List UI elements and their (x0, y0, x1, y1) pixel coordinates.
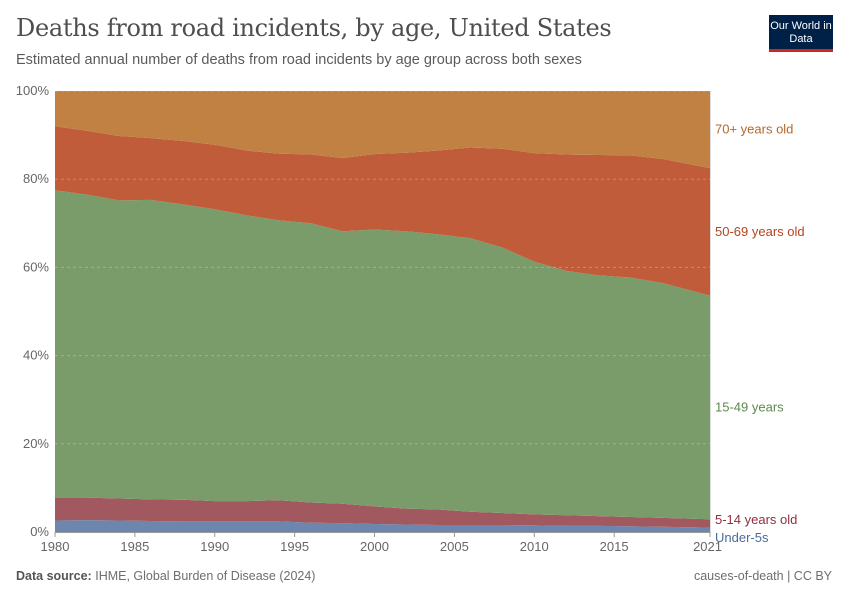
y-tick-label: 100% (16, 83, 50, 98)
x-tick-label: 2015 (600, 539, 629, 554)
data-source: Data source: IHME, Global Burden of Dise… (16, 569, 315, 583)
y-tick-label: 0% (30, 524, 49, 539)
series-label-50-69-years-old[interactable]: 50-69 years old (715, 224, 805, 239)
source-label: Data source: (16, 569, 92, 583)
series-label-70-years-old[interactable]: 70+ years old (715, 122, 793, 137)
area-50-69-years-old[interactable] (55, 126, 710, 296)
area-70-years-old[interactable] (55, 91, 710, 169)
y-tick-label: 40% (23, 348, 49, 363)
x-tick-label: 1990 (200, 539, 229, 554)
owid-logo[interactable]: Our World in Data (769, 15, 833, 52)
x-tick-label: 2021 (693, 539, 722, 554)
series-label-5-14-years-old[interactable]: 5-14 years old (715, 512, 797, 527)
x-tick-label: 2005 (440, 539, 469, 554)
chart-subtitle: Estimated annual number of deaths from r… (16, 52, 582, 68)
footer-right[interactable]: causes-of-death | CC BY (693, 569, 832, 583)
x-tick-label: 2000 (360, 539, 389, 554)
series-label-15-49-years[interactable]: 15-49 years (715, 399, 784, 414)
source-text[interactable]: IHME, Global Burden of Disease (2024) (95, 569, 316, 583)
y-tick-label: 20% (23, 436, 49, 451)
x-tick-label: 1995 (280, 539, 309, 554)
y-tick-label: 60% (23, 259, 49, 274)
area-15-49-years[interactable] (55, 190, 710, 520)
x-tick-label: 1980 (41, 539, 70, 554)
x-tick-label: 1985 (120, 539, 149, 554)
y-tick-label: 80% (23, 171, 49, 186)
area-5-14-years-old[interactable] (55, 497, 710, 528)
area-under-5s[interactable] (55, 520, 710, 532)
series-label-under-5s[interactable]: Under-5s (715, 530, 769, 545)
x-tick-label: 2010 (520, 539, 549, 554)
logo-text: Our World in Data (770, 20, 832, 45)
chart-title: Deaths from road incidents, by age, Unit… (16, 14, 612, 42)
